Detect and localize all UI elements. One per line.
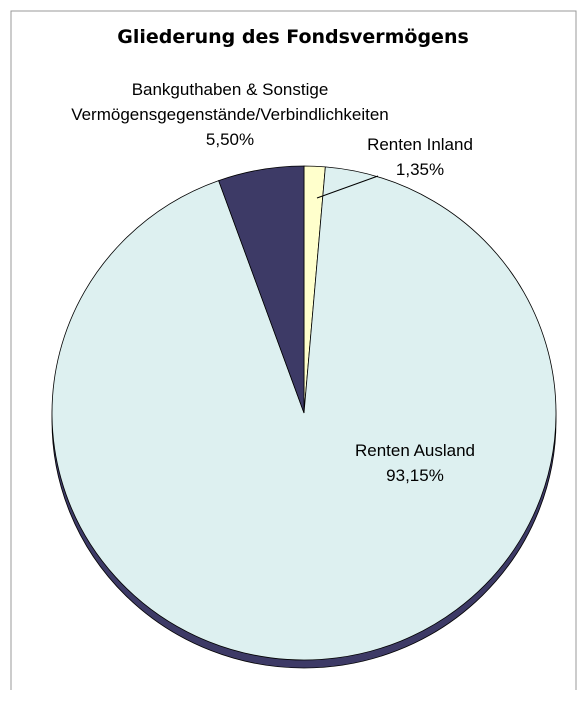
pie-slice xyxy=(51,166,557,661)
slice-label: Renten Ausland 93,15% xyxy=(315,438,515,488)
slice-category: Renten Inland xyxy=(367,135,473,154)
leader-line xyxy=(316,175,379,199)
slice-category: Bankguthaben & Sonstige Vermögensgegenst… xyxy=(71,80,389,124)
slice-value: 93,15% xyxy=(386,466,444,485)
slices xyxy=(51,165,557,661)
slice-value: 1,35% xyxy=(395,160,445,179)
slice-value: 5,50% xyxy=(205,130,255,149)
frame xyxy=(10,10,577,690)
pie-slice xyxy=(218,165,305,414)
slice-label: Bankguthaben & Sonstige Vermögensgegenst… xyxy=(65,77,395,152)
slice-category: Renten Ausland xyxy=(354,441,476,460)
slice-label: Renten Inland 1,35% xyxy=(340,132,500,182)
chart-title: Gliederung des Fondsvermögens xyxy=(117,26,469,48)
